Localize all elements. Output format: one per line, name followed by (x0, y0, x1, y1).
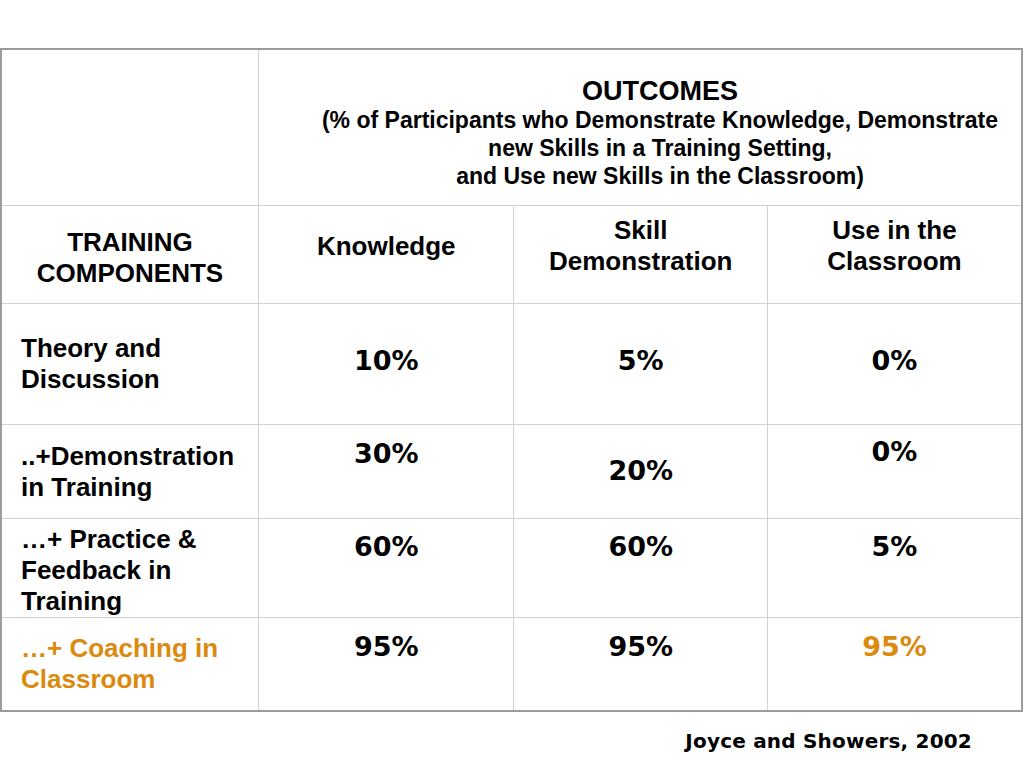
row-label-theory-discussion: Theory and Discussion (1, 303, 258, 424)
column-header-use-in-classroom: Use in the Classroom (767, 205, 1022, 303)
value-practice-classroom: 5% (767, 518, 1022, 617)
row-label-demonstration: ..+Demonstration in Training (1, 424, 258, 518)
value-coaching-classroom: 95% (767, 617, 1022, 711)
value-theory-classroom: 0% (767, 303, 1022, 424)
table-row-coaching: …+ Coaching in Classroom 95% 95% 95% (1, 617, 1022, 711)
value-coaching-skill: 95% (514, 617, 767, 711)
source-citation: Joyce and Showers, 2002 (685, 729, 972, 753)
value-demonstration-skill: 20% (514, 424, 767, 518)
outcomes-subtitle-line-3: and Use new Skills in the Classroom) (309, 162, 1011, 190)
outcomes-subtitle-line-1: (% of Participants who Demonstrate Knowl… (309, 106, 1011, 134)
value-theory-knowledge: 10% (258, 303, 513, 424)
row-label-practice-feedback: …+ Practice & Feedback in Training (1, 518, 258, 617)
table-row-theory-discussion: Theory and Discussion 10% 5% 0% (1, 303, 1022, 424)
outcomes-subtitle-line-2: new Skills in a Training Setting, (309, 134, 1011, 162)
outcomes-header-cell: OUTCOMES (% of Participants who Demonstr… (258, 49, 1022, 205)
training-outcomes-table: OUTCOMES (% of Participants who Demonstr… (0, 48, 1023, 712)
table-row-demonstration: ..+Demonstration in Training 30% 20% 0% (1, 424, 1022, 518)
corner-empty-cell (1, 49, 258, 205)
value-practice-skill: 60% (514, 518, 767, 617)
column-header-knowledge: Knowledge (258, 205, 513, 303)
value-coaching-knowledge: 95% (258, 617, 513, 711)
row-label-coaching: …+ Coaching in Classroom (1, 617, 258, 711)
value-demonstration-classroom: 0% (767, 424, 1022, 518)
value-practice-knowledge: 60% (258, 518, 513, 617)
value-theory-skill: 5% (514, 303, 767, 424)
slide: OUTCOMES (% of Participants who Demonstr… (0, 0, 1024, 768)
column-header-training-components: TRAINING COMPONENTS (1, 205, 258, 303)
column-header-skill-demonstration: Skill Demonstration (514, 205, 767, 303)
outcomes-title: OUTCOMES (309, 76, 1011, 106)
value-demonstration-knowledge: 30% (258, 424, 513, 518)
table-row-practice-feedback: …+ Practice & Feedback in Training 60% 6… (1, 518, 1022, 617)
